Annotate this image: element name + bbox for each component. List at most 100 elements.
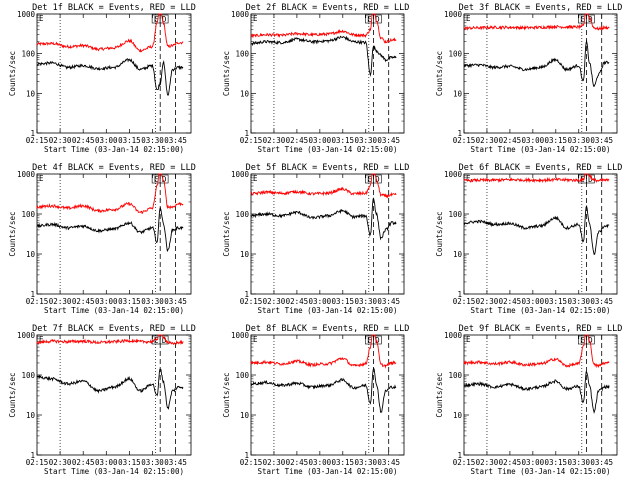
flag-e-label: E	[39, 335, 44, 344]
series-line-red-lld	[463, 13, 610, 31]
x-tick-label: 02:45	[499, 136, 522, 145]
y-tick-label: 100	[235, 50, 249, 59]
x-tick-label: 02:15	[453, 458, 476, 467]
x-axis-label: Start Time (03-Jan-14 02:15:00)	[471, 306, 611, 315]
flag-e-label: E	[154, 15, 159, 24]
x-axis-label: Start Time (03-Jan-14 02:15:00)	[258, 306, 398, 315]
panel-det-7: Det 7f BLACK = Events, RED = LLD 1 10 100 10…	[8, 324, 196, 476]
flag-e-label: E	[253, 335, 258, 344]
x-tick-label: 03:00	[522, 458, 545, 467]
panel-det-6: Det 6f BLACK = Events, RED = LLD 1 10 100 10…	[435, 163, 622, 315]
y-tick-label: 1000	[17, 331, 36, 340]
series-line-black-events	[463, 371, 610, 415]
y-axis-label: Counts/sec	[8, 211, 17, 256]
x-tick-label: 02:15	[240, 458, 263, 467]
y-tick-label: 1000	[17, 10, 36, 19]
chart-title: Det 3f BLACK = Events, RED = LLD	[459, 3, 623, 13]
x-tick-label: 03:45	[164, 136, 187, 145]
plot-frame	[36, 334, 192, 456]
x-tick-label: 03:45	[590, 136, 613, 145]
y-axis-label: Counts/sec	[435, 211, 444, 256]
x-tick-label: 03:15	[118, 297, 141, 306]
x-tick-label: 02:45	[499, 458, 522, 467]
x-tick-label: 02:15	[26, 136, 49, 145]
series-line-red-lld	[463, 173, 610, 184]
x-tick-label: 03:30	[567, 136, 590, 145]
y-tick-label: 10	[240, 250, 250, 259]
series-line-black-events	[250, 35, 397, 77]
y-tick-label: 1	[30, 451, 35, 460]
series-line-black-events	[36, 206, 184, 252]
x-tick-label: 03:15	[545, 458, 568, 467]
flag-e-label: E	[367, 175, 372, 184]
flag-d-label: D	[375, 336, 380, 345]
x-tick-label: 03:15	[118, 136, 141, 145]
flag-e-label: E	[580, 336, 585, 345]
x-tick-label: 02:30	[476, 297, 499, 306]
x-tick-label: 02:45	[286, 297, 309, 306]
y-axis-label: Counts/sec	[222, 51, 231, 96]
plot-frame	[250, 13, 405, 134]
y-tick-label: 1	[30, 129, 35, 138]
series-line-black-events	[36, 368, 184, 410]
y-tick-label: 1000	[444, 331, 463, 340]
y-axis-label: Counts/sec	[8, 51, 17, 96]
flag-e-label: E	[253, 174, 258, 183]
flag-e-label: E	[367, 336, 372, 345]
chart-title: Det 6f BLACK = Events, RED = LLD	[459, 163, 623, 173]
plot-frame	[463, 173, 618, 295]
x-axis-label: Start Time (03-Jan-14 02:15:00)	[44, 145, 184, 154]
x-tick-label: 02:30	[49, 458, 72, 467]
plot-frame	[36, 173, 192, 295]
panel-det-1: Det 1f BLACK = Events, RED = LLD 1 10 100 10…	[8, 3, 196, 154]
y-tick-label: 10	[453, 411, 463, 420]
x-tick-label: 02:30	[476, 136, 499, 145]
y-tick-label: 1000	[17, 170, 36, 179]
x-tick-label: 03:30	[141, 297, 164, 306]
x-tick-label: 03:00	[309, 458, 332, 467]
x-tick-label: 03:00	[95, 297, 118, 306]
flag-e-label: E	[39, 174, 44, 183]
flag-e-label: E	[39, 14, 44, 23]
y-tick-label: 1	[244, 129, 249, 138]
x-tick-label: 03:00	[309, 136, 332, 145]
x-tick-label: 03:00	[522, 136, 545, 145]
x-axis-label: Start Time (03-Jan-14 02:15:00)	[471, 145, 611, 154]
flag-d-label: D	[375, 15, 380, 24]
y-tick-label: 100	[448, 371, 462, 380]
y-tick-label: 1000	[444, 170, 463, 179]
y-tick-label: 10	[453, 250, 463, 259]
plot-frame	[36, 13, 192, 134]
x-tick-label: 03:00	[95, 136, 118, 145]
flag-e-label: E	[154, 175, 159, 184]
y-tick-label: 1	[457, 451, 462, 460]
chart-title: Det 1f BLACK = Events, RED = LLD	[32, 3, 196, 13]
y-tick-label: 10	[240, 89, 250, 98]
y-tick-label: 100	[448, 210, 462, 219]
plot-frame	[463, 334, 618, 456]
plot-frame	[250, 173, 405, 295]
y-tick-label: 10	[26, 250, 36, 259]
chart-title: Det 7f BLACK = Events, RED = LLD	[32, 324, 196, 334]
x-tick-label: 03:45	[590, 297, 613, 306]
y-tick-label: 100	[21, 210, 35, 219]
x-tick-label: 02:15	[26, 458, 49, 467]
x-tick-label: 02:30	[263, 136, 286, 145]
y-tick-label: 1	[457, 129, 462, 138]
y-tick-label: 10	[240, 411, 250, 420]
panel-det-9: Det 9f BLACK = Events, RED = LLD 1 10 100 10…	[435, 324, 622, 476]
flag-e-label: E	[580, 15, 585, 24]
x-axis-label: Start Time (03-Jan-14 02:15:00)	[471, 467, 611, 476]
flag-d-label: D	[162, 336, 167, 345]
chart-title: Det 9f BLACK = Events, RED = LLD	[459, 324, 623, 334]
x-tick-label: 02:45	[72, 136, 95, 145]
chart-title: Det 8f BLACK = Events, RED = LLD	[246, 324, 410, 334]
series-line-red-lld	[250, 334, 397, 369]
flag-d-label: D	[588, 175, 593, 184]
series-line-red-lld	[36, 173, 184, 215]
x-tick-label: 03:00	[522, 297, 545, 306]
x-tick-label: 03:30	[141, 136, 164, 145]
series-line-red-lld	[250, 173, 397, 199]
flag-d-label: D	[162, 15, 167, 24]
y-tick-label: 1000	[231, 170, 250, 179]
